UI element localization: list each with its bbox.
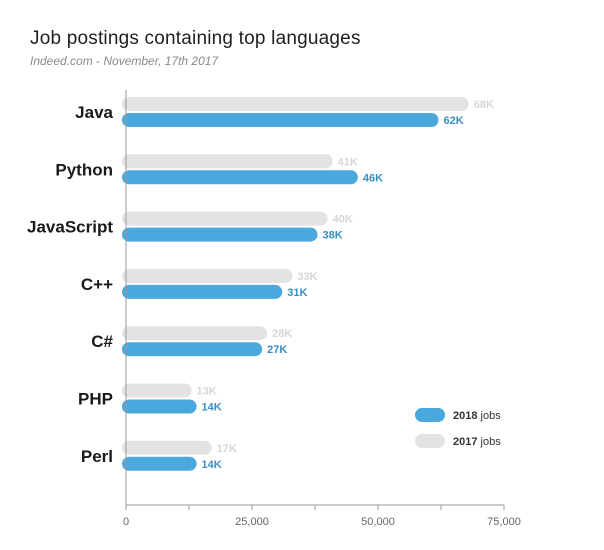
data-label-2017-java: 68K [474,99,494,111]
chart-subtitle: Indeed.com - November, 17th 2017 [30,54,219,68]
bar-2018-python [122,170,358,185]
bar-2017-javascript [122,211,328,226]
data-label-2018-c#: 27K [267,344,287,356]
category-label-python: Python [55,160,113,179]
data-label-2017-c#: 28K [272,328,292,340]
bar-2018-php [122,399,197,414]
data-label-2018-java: 62K [443,115,463,127]
data-label-2017-php: 13K [197,386,217,398]
category-label-php: PHP [78,390,113,409]
x-tick-label-50000: 50,000 [361,516,395,528]
category-label-c#: C# [91,332,113,351]
category-label-javascript: JavaScript [27,218,113,237]
data-label-2017-python: 41K [338,156,358,168]
legend-label-2017: 2017 jobs [453,436,501,448]
x-tick-label-25000: 25,000 [235,516,269,528]
bar-2018-javascript [122,227,318,242]
bar-2018-perl [122,456,197,471]
legend-swatch-2017 [415,434,445,448]
bar-2018-c++ [122,284,283,299]
bar-2017-python [122,154,333,169]
category-label-c++: C++ [81,275,113,294]
bar-2017-c# [122,326,268,341]
data-label-2018-c++: 31K [287,287,307,299]
bar-2018-c# [122,342,263,357]
bar-2018-java [122,113,439,127]
bar-2017-c++ [122,268,293,283]
chart-title: Job postings containing top languages [30,28,361,49]
data-label-2018-python: 46K [363,172,383,184]
category-label-java: Java [75,103,113,122]
data-label-2018-php: 14K [202,402,222,414]
data-label-2017-c++: 33K [297,271,317,283]
data-label-2018-perl: 14K [202,459,222,471]
data-label-2018-javascript: 38K [323,230,343,242]
legend-label-2018: 2018 jobs [453,410,501,422]
x-tick-label-0: 0 [123,516,129,528]
bar-2017-php [122,383,192,398]
data-label-2017-perl: 17K [217,443,237,455]
x-tick-label-75000: 75,000 [487,516,521,528]
category-label-perl: Perl [81,447,113,466]
data-label-2017-javascript: 40K [333,214,353,226]
bar-2017-java [122,97,469,111]
bar-2017-perl [122,440,212,455]
legend-swatch-2018 [415,408,445,422]
